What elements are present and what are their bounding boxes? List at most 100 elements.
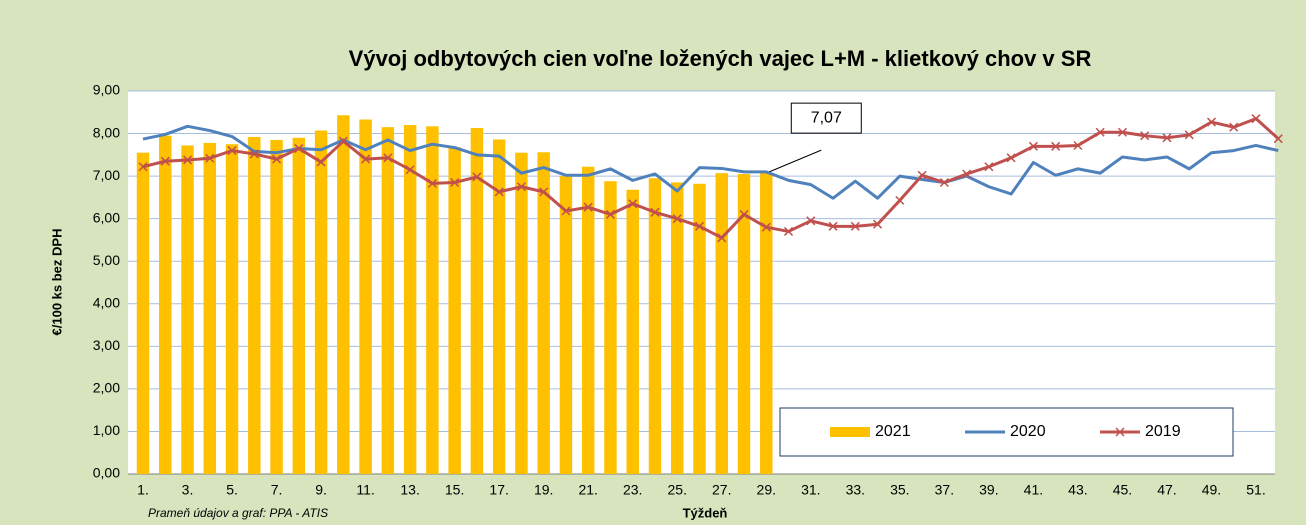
x-tick-label: 39. bbox=[979, 482, 998, 498]
bar bbox=[604, 181, 617, 474]
marker bbox=[294, 143, 304, 153]
x-tick-label: 43. bbox=[1068, 482, 1087, 498]
x-tick-label: 25. bbox=[668, 482, 687, 498]
x-tick-label: 9. bbox=[315, 482, 327, 498]
y-tick-label: 1,00 bbox=[93, 422, 120, 438]
bar bbox=[515, 152, 528, 474]
marker bbox=[828, 221, 838, 231]
marker bbox=[650, 207, 660, 217]
x-tick-label: 27. bbox=[712, 482, 731, 498]
x-tick-label: 41. bbox=[1024, 482, 1043, 498]
bar bbox=[671, 182, 684, 474]
marker bbox=[939, 177, 949, 188]
bar bbox=[203, 142, 217, 474]
marker bbox=[427, 178, 437, 188]
bar bbox=[225, 144, 239, 474]
marker bbox=[873, 219, 883, 229]
marker bbox=[917, 170, 927, 180]
bar bbox=[270, 139, 283, 474]
bar bbox=[381, 127, 395, 474]
bar bbox=[292, 137, 306, 475]
x-tick-label: 3. bbox=[182, 482, 194, 498]
bar bbox=[559, 176, 573, 474]
y-tick-label: 6,00 bbox=[93, 209, 120, 225]
x-tick-label: 21. bbox=[578, 482, 597, 498]
marker bbox=[539, 187, 549, 197]
marker bbox=[1073, 140, 1083, 151]
x-tick-label: 29. bbox=[757, 482, 776, 498]
marker bbox=[784, 226, 794, 236]
marker bbox=[338, 136, 348, 146]
y-tick-label: 3,00 bbox=[93, 337, 120, 353]
bar bbox=[537, 152, 550, 474]
x-tick-label: 7. bbox=[271, 482, 283, 498]
legend-label: 2020 bbox=[1010, 423, 1046, 440]
marker bbox=[272, 154, 282, 164]
marker bbox=[1051, 141, 1061, 151]
marker bbox=[806, 216, 816, 226]
x-tick-label: 11. bbox=[356, 482, 374, 498]
marker bbox=[895, 195, 905, 205]
marker bbox=[249, 149, 259, 159]
marker bbox=[138, 162, 148, 172]
bar bbox=[448, 147, 461, 474]
marker bbox=[227, 146, 237, 156]
legend-swatch bbox=[830, 427, 870, 437]
marker bbox=[1206, 117, 1217, 127]
y-axis-label: €/100 ks bez DPH bbox=[49, 229, 64, 336]
marker bbox=[1006, 153, 1016, 163]
y-tick-label: 7,00 bbox=[93, 167, 120, 183]
x-tick-label: 37. bbox=[935, 482, 954, 498]
marker bbox=[160, 156, 170, 166]
marker bbox=[383, 153, 393, 163]
x-tick-label: 17. bbox=[489, 482, 508, 498]
legend-label: 2021 bbox=[875, 423, 911, 440]
marker bbox=[583, 202, 593, 212]
marker bbox=[1117, 127, 1127, 137]
x-axis-label: Týždeň bbox=[683, 505, 728, 520]
marker bbox=[1162, 133, 1172, 143]
marker bbox=[361, 154, 371, 164]
y-tick-label: 9,00 bbox=[93, 82, 120, 98]
bar bbox=[648, 178, 662, 474]
marker bbox=[405, 165, 415, 175]
bar bbox=[715, 173, 728, 475]
x-tick-label: 45. bbox=[1113, 482, 1132, 498]
marker bbox=[316, 157, 326, 167]
bar bbox=[248, 136, 261, 474]
bar bbox=[159, 135, 172, 474]
bar bbox=[359, 119, 372, 475]
marker bbox=[739, 209, 749, 219]
marker bbox=[1251, 114, 1261, 124]
y-tick-label: 8,00 bbox=[93, 124, 120, 140]
bar bbox=[626, 189, 639, 474]
marker bbox=[672, 214, 682, 224]
bar bbox=[760, 173, 773, 475]
marker bbox=[472, 172, 482, 182]
marker bbox=[1184, 130, 1194, 140]
x-tick-label: 33. bbox=[846, 482, 865, 498]
marker bbox=[605, 209, 615, 219]
y-tick-label: 4,00 bbox=[93, 294, 120, 310]
marker bbox=[850, 221, 860, 231]
bar bbox=[581, 166, 595, 474]
x-tick-label: 15. bbox=[445, 482, 464, 498]
marker bbox=[962, 169, 972, 179]
y-tick-label: 5,00 bbox=[93, 252, 120, 268]
bar bbox=[181, 145, 194, 474]
x-tick-label: 23. bbox=[623, 482, 642, 498]
data-label: 7,07 bbox=[811, 109, 842, 126]
marker bbox=[1229, 122, 1239, 132]
x-tick-label: 5. bbox=[226, 482, 238, 498]
marker bbox=[717, 233, 727, 243]
marker bbox=[1028, 141, 1038, 151]
bar bbox=[403, 125, 417, 475]
bar bbox=[470, 128, 484, 475]
marker bbox=[205, 153, 215, 163]
bar bbox=[737, 173, 751, 474]
x-tick-label: 31. bbox=[801, 482, 820, 498]
marker bbox=[182, 155, 193, 165]
source-note: Prameň údajov a graf: PPA - ATIS bbox=[148, 506, 328, 520]
line bbox=[142, 117, 1280, 240]
